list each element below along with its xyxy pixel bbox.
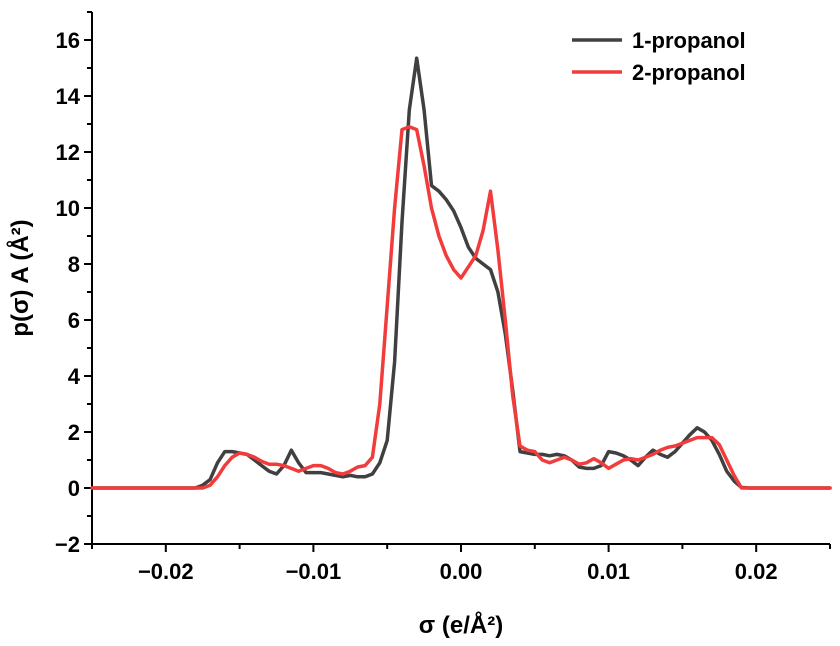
x-axis-ticks: −0.02 −0.01 0.00 0.01 0.02 <box>91 544 831 584</box>
y-axis-title: p(σ) A (Å²) <box>6 219 34 336</box>
y-tick-label: 0 <box>68 476 80 501</box>
x-axis-title: σ (e/Å²) <box>419 611 503 639</box>
x-tick-label: 0.00 <box>440 559 483 584</box>
legend: 1-propanol 2-propanol <box>572 28 746 85</box>
y-tick-label: 12 <box>56 140 80 165</box>
y-tick-label: 14 <box>56 84 81 109</box>
y-tick-label: 6 <box>68 308 80 333</box>
y-tick-label: 8 <box>68 252 80 277</box>
y-tick-label: 10 <box>56 196 80 221</box>
x-tick-label: −0.01 <box>286 559 342 584</box>
series-line-1-propanol <box>90 56 832 490</box>
y-tick-label: 2 <box>68 420 80 445</box>
y-tick-label: 4 <box>68 364 81 389</box>
y-axis-ticks: −2 0 2 4 6 8 10 12 14 16 <box>55 11 92 557</box>
legend-label: 1-propanol <box>632 28 746 53</box>
series-group <box>90 56 832 490</box>
x-tick-label: −0.02 <box>138 559 194 584</box>
y-tick-label: −2 <box>55 532 80 557</box>
x-tick-label: 0.02 <box>735 559 778 584</box>
y-tick-label: 16 <box>56 28 80 53</box>
x-tick-label: 0.01 <box>587 559 630 584</box>
series-line-2-propanol <box>90 125 832 490</box>
legend-label: 2-propanol <box>632 60 746 85</box>
